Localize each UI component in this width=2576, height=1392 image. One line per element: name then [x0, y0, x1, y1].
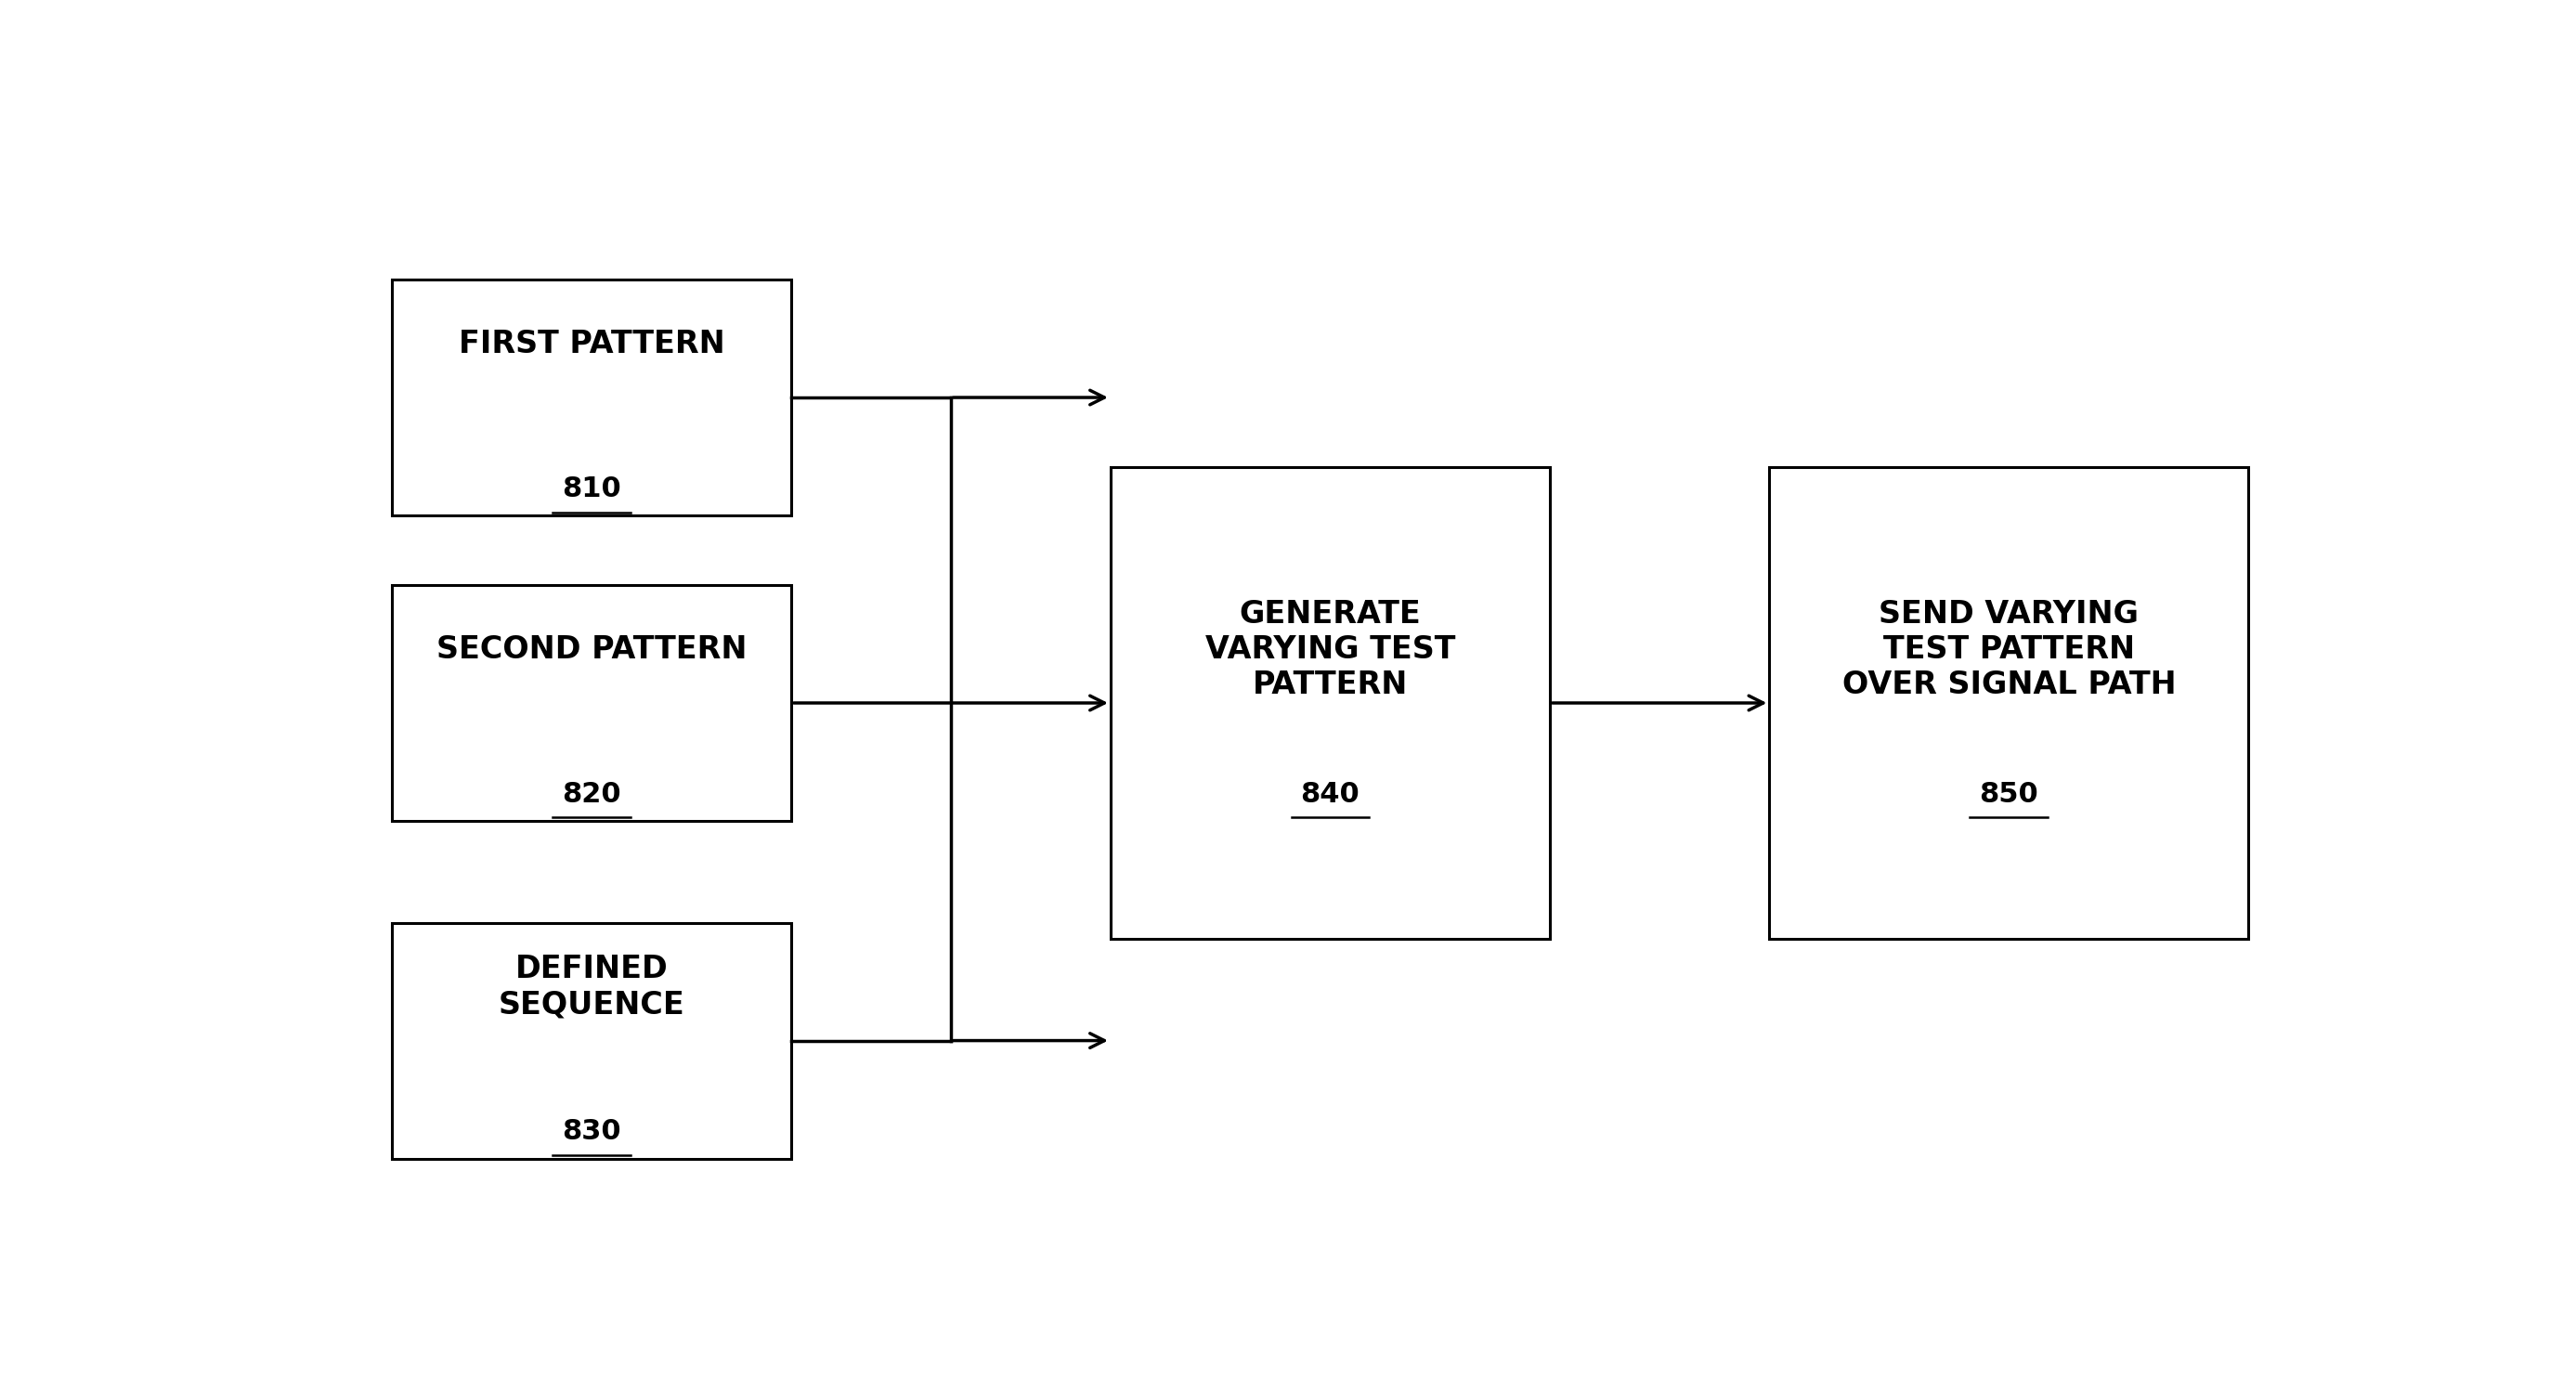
- Text: DEFINED
SEQUENCE: DEFINED SEQUENCE: [497, 954, 685, 1020]
- Bar: [392, 585, 791, 821]
- Text: FIRST PATTERN: FIRST PATTERN: [459, 329, 724, 359]
- Text: SECOND PATTERN: SECOND PATTERN: [435, 633, 747, 665]
- Text: GENERATE
VARYING TEST
PATTERN: GENERATE VARYING TEST PATTERN: [1206, 599, 1455, 700]
- Text: 810: 810: [562, 475, 621, 503]
- Text: SEND VARYING
TEST PATTERN
OVER SIGNAL PATH: SEND VARYING TEST PATTERN OVER SIGNAL PA…: [1842, 599, 2177, 700]
- Text: 840: 840: [1301, 781, 1360, 807]
- Bar: [1770, 468, 2249, 938]
- Bar: [392, 923, 791, 1158]
- Bar: [392, 280, 791, 515]
- Text: 850: 850: [1978, 781, 2038, 807]
- Bar: [1110, 468, 1551, 938]
- Text: 830: 830: [562, 1118, 621, 1146]
- Text: 820: 820: [562, 781, 621, 807]
